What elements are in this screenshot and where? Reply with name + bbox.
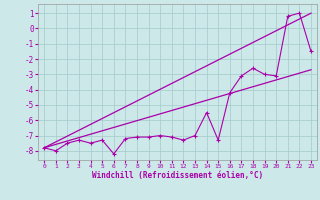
X-axis label: Windchill (Refroidissement éolien,°C): Windchill (Refroidissement éolien,°C) xyxy=(92,171,263,180)
